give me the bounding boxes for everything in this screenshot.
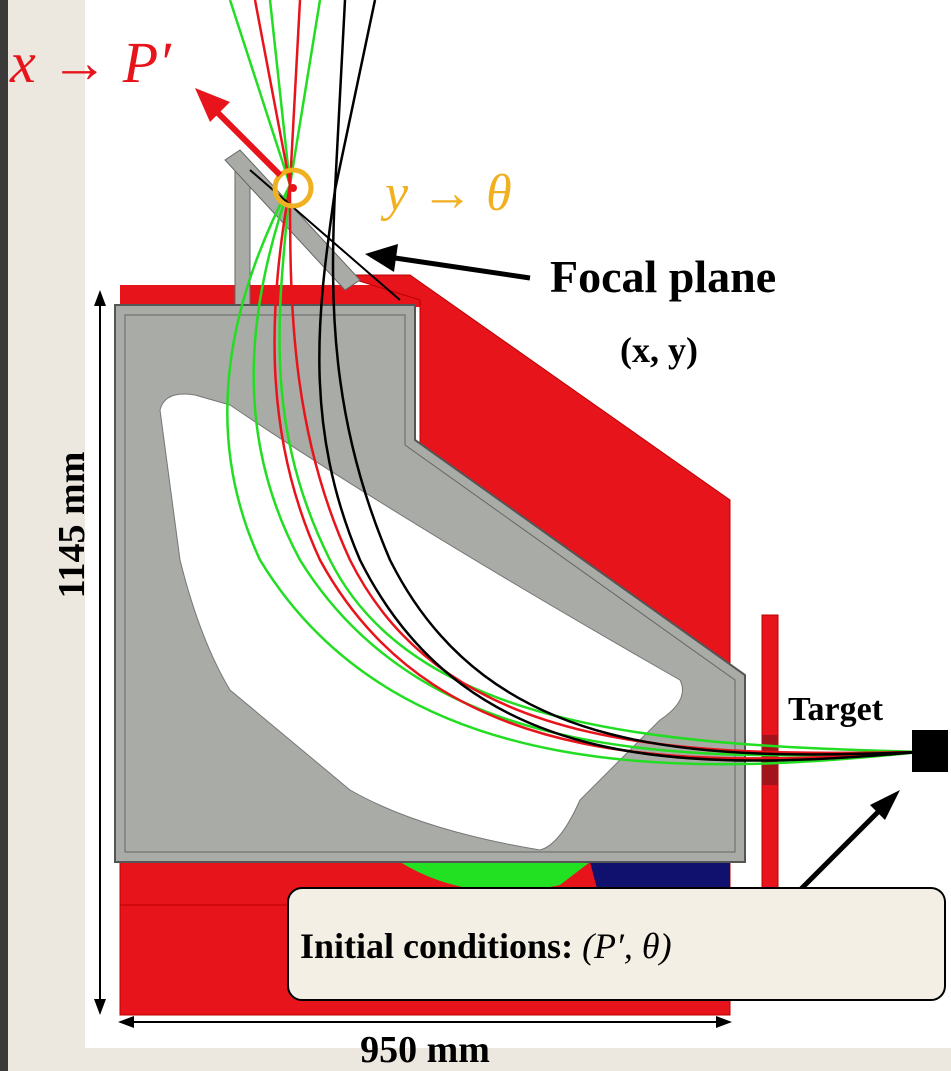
focal-coords: (x, y) xyxy=(620,330,698,370)
target-arrow xyxy=(798,808,882,892)
arrowhead xyxy=(716,1016,732,1028)
y-label: y → θ xyxy=(380,165,512,222)
focal-arrowhead xyxy=(365,244,398,272)
x-arrow xyxy=(212,107,283,178)
y-axis-symbol xyxy=(272,167,314,209)
conditions-box xyxy=(287,887,946,1001)
ray-black xyxy=(318,0,921,762)
conditions-coords: (P′, θ) xyxy=(582,926,672,966)
focal-plane-label: Focal plane xyxy=(550,251,776,302)
magnet xyxy=(114,149,779,1016)
ray-black xyxy=(331,0,921,756)
ray-red xyxy=(253,0,921,755)
arrowhead xyxy=(94,290,106,306)
target xyxy=(912,730,948,772)
ray-green xyxy=(252,0,921,757)
top-yoke xyxy=(120,285,420,307)
height-label: 1145 mm xyxy=(51,452,93,599)
focal-arrow xyxy=(394,255,531,281)
ray-red xyxy=(273,0,921,760)
arrowhead xyxy=(118,1016,134,1028)
target-arrowhead xyxy=(870,790,900,820)
trajectories xyxy=(226,0,921,766)
width-label: 950 mm xyxy=(360,1029,490,1071)
target-label: Target xyxy=(788,691,884,728)
y-axis-dot xyxy=(289,184,297,192)
arrowhead xyxy=(94,999,106,1015)
x-label: x → P′ xyxy=(9,30,172,95)
conditions-label: Initial conditions: xyxy=(300,926,573,966)
coil-green xyxy=(400,862,590,892)
pole-edge xyxy=(124,314,736,853)
ray-green xyxy=(226,0,921,766)
ray-green xyxy=(228,0,921,754)
edge-strip xyxy=(0,0,8,1071)
conditions-text: Initial conditions: (P′, θ) xyxy=(300,926,672,966)
x-arrowhead xyxy=(195,88,230,122)
dimensions xyxy=(99,295,725,1023)
